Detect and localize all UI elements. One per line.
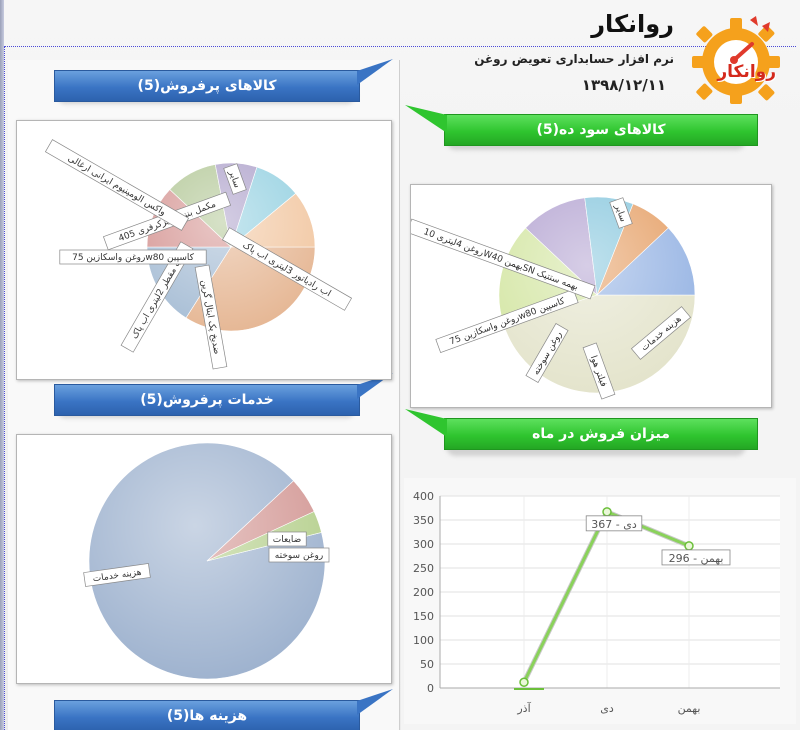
y-tick-label: 150 [413,610,434,623]
y-tick-label: 250 [413,562,434,575]
best-selling-goods-chart: سایر اب رادیاتور 3لیتری اب پاک ضدیخ پک ایت… [16,120,392,380]
y-tick-label: 400 [413,490,434,503]
banner-best-selling-services: خدمات پرفروش(5) [54,373,393,416]
pie-slice-label: ضایعات [267,531,307,547]
data-label: بهمن - 296 [661,549,731,566]
window-left-edge [0,0,4,730]
data-point [519,677,529,687]
pie-slice-label: واکس الومینیوم ایرانی ارغالی [44,139,190,231]
data-point [602,507,612,517]
banner-tail [405,409,447,437]
svg-text:روغن سوخته: روغن سوخته [275,551,323,561]
header-divider [4,46,796,47]
pie-slice-label: هزینه خدمات [83,563,151,587]
pie-slice-label: روغن سوخته [268,547,330,563]
banner-profitable-goods: کالاهای سود ده(5) [405,105,758,146]
y-tick-label: 350 [413,514,434,527]
x-tick-label: دی [600,702,614,715]
svg-text:دی - 367: دی - 367 [591,518,637,531]
x-tick-label: آذر [516,701,531,715]
banner-expenses: هزینه ها(5) [54,689,393,730]
gear-gauge-icon [692,16,780,104]
svg-text:بهمن - 296: بهمن - 296 [669,552,724,565]
pie-slice-label: سایر [223,163,247,195]
y-tick-label: 300 [413,538,434,551]
svg-text:واکس الومینیوم ایرانی ارغالی: واکس الومینیوم ایرانی ارغالی [66,154,167,218]
banner-shadow [446,446,746,456]
profitable-goods-chart: سایر هزینه خدمات فیلتر هوا روغن سوخته کاسپین… [406,184,772,408]
svg-text:ضایعات: ضایعات [273,535,301,545]
monthly-sales-chart: 0 50 100 150 200 250 300 350 400 آذر دی بهمن دی - 36… [404,478,796,724]
pie-slice-label: کاسپین w80روغن واسکازین 75 [59,249,207,265]
left-divider [4,46,5,730]
pie-slice-label: سایر [609,197,633,229]
app-header: روانکار نرم افزار حسابداری تعویض روغن ۱۳… [380,0,800,110]
banner-monthly-sales: میزان فروش در ماه [405,409,758,450]
banner-tail [357,59,393,85]
banner-tail [405,105,447,133]
best-selling-services-chart: هزینه خدمات ضایعات روغن سوخته [16,434,392,684]
data-label: دی - 367 [585,515,643,532]
app-subtitle: نرم افزار حسابداری تعویض روغن [474,52,674,66]
y-tick-label: 100 [413,634,434,647]
data-point [684,541,694,551]
y-tick-label: 0 [427,682,434,695]
y-tick-label: 200 [413,586,434,599]
svg-text:کاسپین w80روغن واسکازین 75: کاسپین w80روغن واسکازین 75 [72,253,194,263]
x-tick-label: بهمن [678,702,701,715]
banner-best-selling-goods: کالاهای پرفروش(5) [54,59,393,102]
logo-text: روانکار [717,62,776,82]
current-date: ۱۳۹۸/۱۲/۱۱ [581,76,666,94]
monthly-sales-line-chart: 0 50 100 150 200 250 300 350 400 آذر دی بهمن دی - 36… [413,490,780,715]
banner-tail [357,689,393,715]
best-selling-services-pie: هزینه خدمات ضایعات روغن سوخته [83,442,330,680]
y-tick-label: 50 [420,658,434,671]
app-title: روانکار [591,10,674,38]
